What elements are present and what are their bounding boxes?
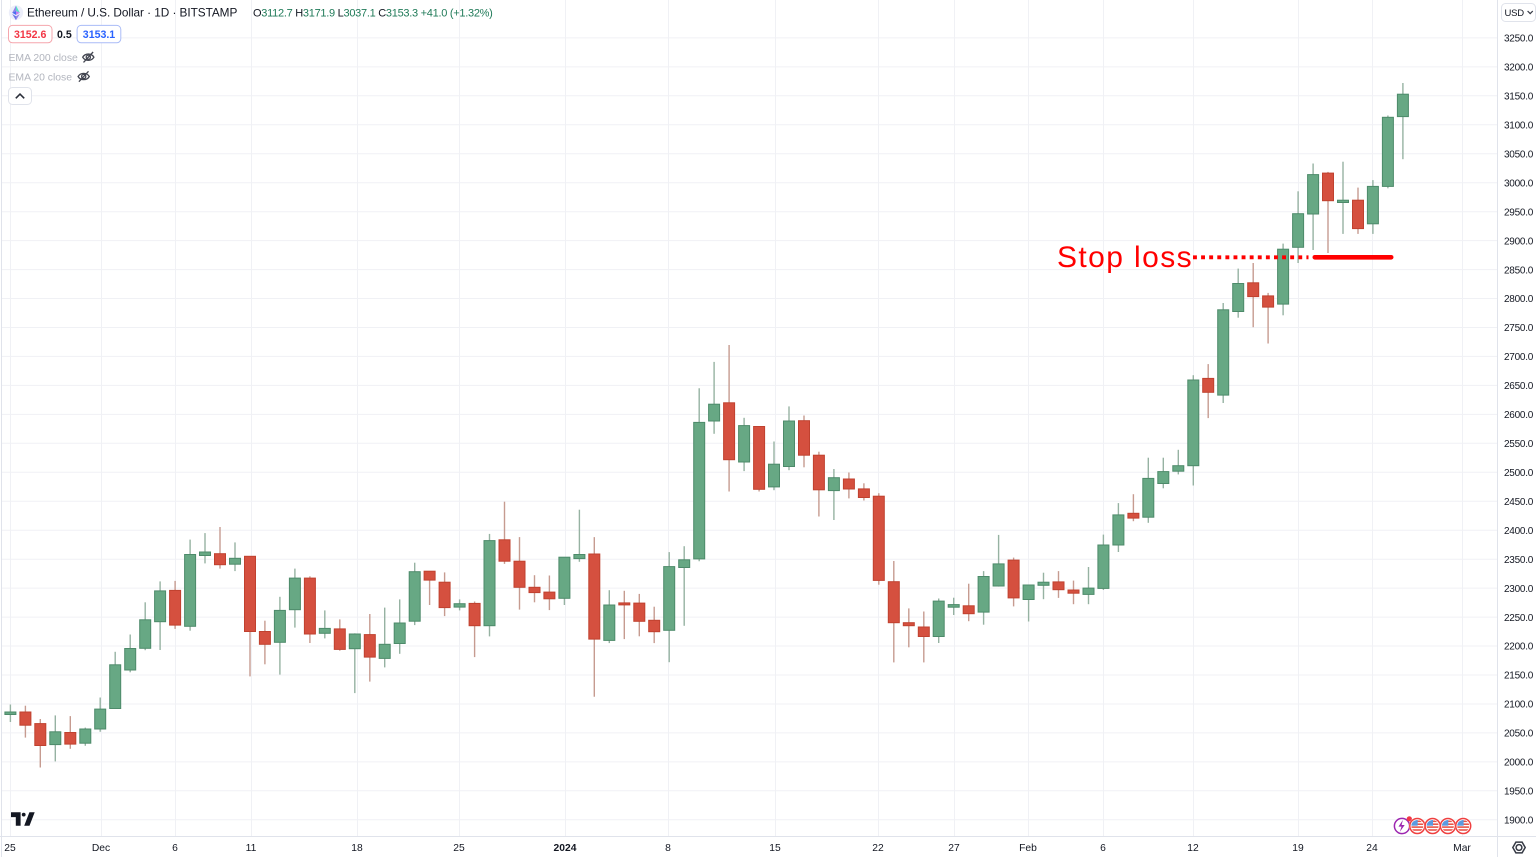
svg-text:8: 8 <box>665 843 671 854</box>
svg-text:15: 15 <box>769 843 781 854</box>
svg-text:2850.0: 2850.0 <box>1504 265 1534 276</box>
svg-text:2050.0: 2050.0 <box>1504 729 1534 740</box>
svg-text:2100.0: 2100.0 <box>1504 700 1534 711</box>
svg-text:Stop loss: Stop loss <box>1057 241 1193 274</box>
svg-text:3250.0: 3250.0 <box>1504 34 1534 45</box>
svg-text:2200.0: 2200.0 <box>1504 642 1534 653</box>
svg-text:6: 6 <box>1100 843 1106 854</box>
svg-text:Mar: Mar <box>1453 843 1471 854</box>
svg-text:2550.0: 2550.0 <box>1504 439 1534 450</box>
svg-text:3000.0: 3000.0 <box>1504 178 1534 189</box>
svg-text:3050.0: 3050.0 <box>1504 149 1534 160</box>
svg-text:11: 11 <box>246 843 257 854</box>
svg-text:27: 27 <box>948 843 960 854</box>
svg-text:Feb: Feb <box>1019 843 1037 854</box>
svg-text:6: 6 <box>172 843 178 854</box>
svg-text:2450.0: 2450.0 <box>1504 497 1534 508</box>
svg-text:25: 25 <box>453 843 465 854</box>
svg-text:3200.0: 3200.0 <box>1504 63 1534 74</box>
svg-text:2150.0: 2150.0 <box>1504 671 1534 682</box>
svg-text:2700.0: 2700.0 <box>1504 352 1534 363</box>
svg-text:12: 12 <box>1187 843 1199 854</box>
svg-text:1950.0: 1950.0 <box>1504 787 1534 798</box>
svg-text:2400.0: 2400.0 <box>1504 526 1534 537</box>
svg-text:2600.0: 2600.0 <box>1504 410 1534 421</box>
svg-text:Dec: Dec <box>92 843 110 854</box>
svg-text:2300.0: 2300.0 <box>1504 584 1534 595</box>
svg-text:22: 22 <box>872 843 884 854</box>
svg-text:2900.0: 2900.0 <box>1504 236 1534 247</box>
svg-text:2024: 2024 <box>554 843 577 854</box>
svg-text:O3112.7 H3171.9 L3037.1 C3153.: O3112.7 H3171.9 L3037.1 C3153.3 +41.0 (+… <box>253 8 493 20</box>
svg-text:2800.0: 2800.0 <box>1504 294 1534 305</box>
svg-text:24: 24 <box>1366 843 1378 854</box>
svg-text:3153.1: 3153.1 <box>83 29 116 41</box>
svg-text:USD: USD <box>1505 8 1525 19</box>
svg-text:2250.0: 2250.0 <box>1504 613 1534 624</box>
svg-text:EMA 20 close: EMA 20 close <box>9 73 73 84</box>
svg-text:19: 19 <box>1292 843 1304 854</box>
svg-text:2750.0: 2750.0 <box>1504 323 1534 334</box>
svg-text:Ethereum / U.S. Dollar · 1D ·: Ethereum / U.S. Dollar · 1D · BITSTAMP <box>27 6 237 20</box>
svg-text:2950.0: 2950.0 <box>1504 207 1534 218</box>
svg-text:1900.0: 1900.0 <box>1504 816 1534 827</box>
svg-text:2650.0: 2650.0 <box>1504 381 1534 392</box>
svg-text:18: 18 <box>351 843 363 854</box>
svg-text:25: 25 <box>4 843 16 854</box>
svg-text:2500.0: 2500.0 <box>1504 468 1534 479</box>
svg-text:3100.0: 3100.0 <box>1504 121 1534 132</box>
svg-text:3152.6: 3152.6 <box>14 29 47 41</box>
svg-text:EMA 200 close: EMA 200 close <box>9 53 79 64</box>
svg-text:2350.0: 2350.0 <box>1504 555 1534 566</box>
svg-text:2000.0: 2000.0 <box>1504 758 1534 769</box>
svg-text:0.5: 0.5 <box>57 29 72 41</box>
svg-text:3150.0: 3150.0 <box>1504 92 1534 103</box>
